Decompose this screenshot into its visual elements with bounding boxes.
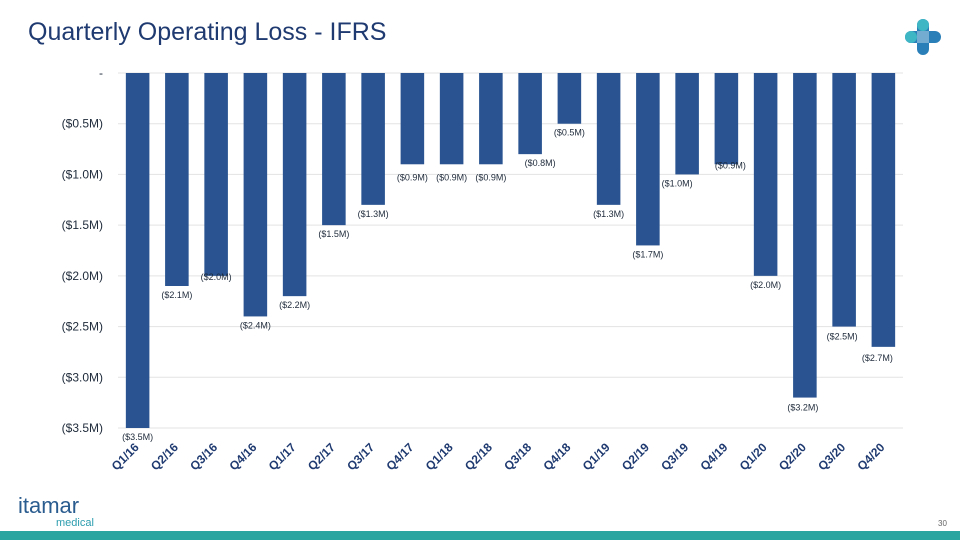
data-label: ($0.8M) <box>525 158 556 168</box>
x-tick-label: Q1/17 <box>266 440 299 473</box>
data-label: ($0.9M) <box>397 172 428 182</box>
data-label: ($1.3M) <box>593 209 624 219</box>
x-tick-label: Q3/18 <box>501 440 534 473</box>
y-tick-label: ($3.5M) <box>62 421 103 435</box>
x-tick-label: Q1/18 <box>423 440 456 473</box>
x-tick-label: Q3/17 <box>344 440 377 473</box>
x-tick-label: Q1/19 <box>580 440 613 473</box>
y-tick-label: ($1.0M) <box>62 167 103 181</box>
x-tick-label: Q4/20 <box>854 440 887 473</box>
bar <box>871 73 896 347</box>
bar <box>596 73 621 205</box>
x-tick-label: Q3/20 <box>815 440 848 473</box>
data-label: ($1.3M) <box>358 209 389 219</box>
data-label: ($2.2M) <box>279 300 310 310</box>
y-tick-label: ($3.0M) <box>62 370 103 384</box>
bar <box>165 73 189 286</box>
bar <box>282 73 307 297</box>
y-tick-label: ($2.5M) <box>62 320 103 334</box>
bar <box>793 73 817 398</box>
data-label: ($1.5M) <box>318 229 349 239</box>
data-label: ($1.0M) <box>662 178 693 188</box>
data-label: ($3.5M) <box>122 432 153 442</box>
x-tick-label: Q4/16 <box>226 440 259 473</box>
page-number: 30 <box>938 519 947 528</box>
bar <box>322 73 346 226</box>
bar <box>714 73 739 165</box>
bar <box>753 73 778 276</box>
x-tick-label: Q4/18 <box>540 440 573 473</box>
data-label: ($2.0M) <box>201 272 232 282</box>
bar <box>479 73 503 165</box>
data-label: ($0.9M) <box>436 172 467 182</box>
bar <box>518 73 542 155</box>
bar <box>557 73 582 124</box>
x-tick-label: Q4/19 <box>697 440 730 473</box>
x-tick-label: Q3/16 <box>187 440 220 473</box>
bar <box>243 73 268 317</box>
brand-sub: medical <box>56 517 94 529</box>
x-tick-label: Q2/20 <box>776 440 809 473</box>
bar <box>439 73 464 165</box>
x-tick-label: Q2/17 <box>305 440 338 473</box>
bar <box>636 73 660 246</box>
bottom-accent-bar <box>0 531 960 540</box>
page-title: Quarterly Operating Loss - IFRS <box>28 18 387 46</box>
x-tick-label: Q2/16 <box>148 440 181 473</box>
bar <box>675 73 699 175</box>
bar <box>125 73 150 428</box>
data-label: ($2.4M) <box>240 320 271 330</box>
x-tick-label: Q2/19 <box>619 440 652 473</box>
data-label: ($2.7M) <box>862 353 893 363</box>
data-label: ($3.2M) <box>787 403 818 413</box>
medical-cross-logo-icon <box>905 19 941 55</box>
y-tick-label: - <box>99 66 103 80</box>
bar <box>832 73 856 327</box>
brand-name: itamar <box>18 493 80 518</box>
data-label: ($2.0M) <box>750 280 781 290</box>
data-label: ($2.5M) <box>827 332 858 342</box>
x-tick-label: Q4/17 <box>383 440 416 473</box>
y-tick-label: ($0.5M) <box>62 117 103 131</box>
bar <box>361 73 385 205</box>
y-tick-label: ($2.0M) <box>62 269 103 283</box>
x-tick-label: Q2/18 <box>462 440 495 473</box>
bar <box>204 73 228 276</box>
data-label: ($0.5M) <box>554 128 585 138</box>
y-tick-label: ($1.5M) <box>62 218 103 232</box>
x-tick-label: Q1/16 <box>109 440 142 473</box>
data-label: ($1.7M) <box>632 249 663 259</box>
x-tick-label: Q1/20 <box>737 440 770 473</box>
brand-logo: itamar medical <box>18 493 94 530</box>
data-label: ($2.1M) <box>161 290 192 300</box>
bar <box>400 73 425 165</box>
x-tick-label: Q3/19 <box>658 440 691 473</box>
data-label: ($0.9M) <box>475 172 506 182</box>
data-label: ($0.9M) <box>715 160 746 170</box>
